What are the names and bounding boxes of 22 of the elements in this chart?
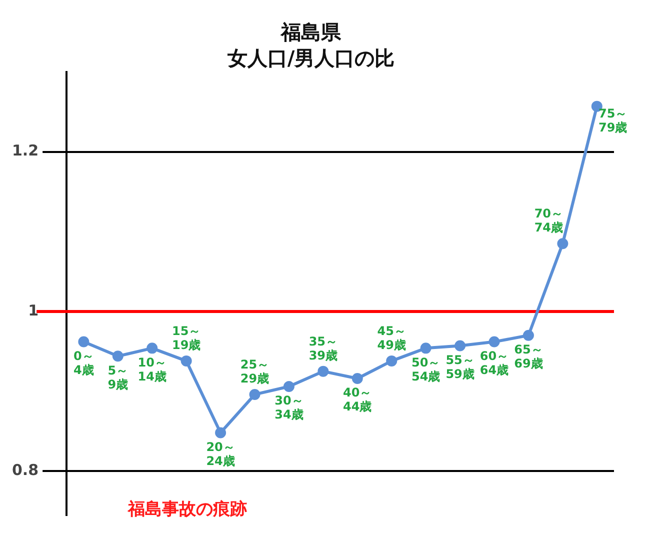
x-tick-label: 65～69歳	[514, 342, 543, 371]
x-tick-label: 75～79歳	[598, 106, 628, 134]
x-tick-label: 45～49歳	[377, 324, 406, 352]
x-tick-label: 25～29歳	[240, 358, 270, 386]
x-tick-label: 30～34歳	[274, 394, 304, 422]
y-tick-label: 1	[28, 301, 39, 320]
x-tick-label: 5～9歳	[108, 363, 128, 392]
x-tick-label: 60～64歳	[480, 348, 509, 377]
x-tick-label: 35～39歳	[308, 334, 338, 362]
x-tick-label: 15～19歳	[172, 324, 201, 352]
y-tick-label: 1.2	[12, 142, 39, 160]
chart-subtitle: 女人口/男人口の比	[226, 46, 395, 70]
x-tick-label: 20～24歳	[206, 440, 235, 468]
x-tick-label: 55～59歳	[446, 352, 474, 381]
x-tick-label: 40～44歳	[343, 386, 372, 414]
chart-title: 福島県	[280, 20, 342, 44]
x-tick-label: 10～14歳	[138, 355, 166, 384]
x-tick-label: 70～74歳	[534, 206, 564, 235]
y-tick-label: 0.8	[12, 460, 39, 479]
annotation: 福島事故の痕跡	[127, 499, 247, 520]
x-tick-label: 50～54歳	[411, 355, 440, 384]
x-tick-label: 0～4歳	[74, 348, 94, 377]
